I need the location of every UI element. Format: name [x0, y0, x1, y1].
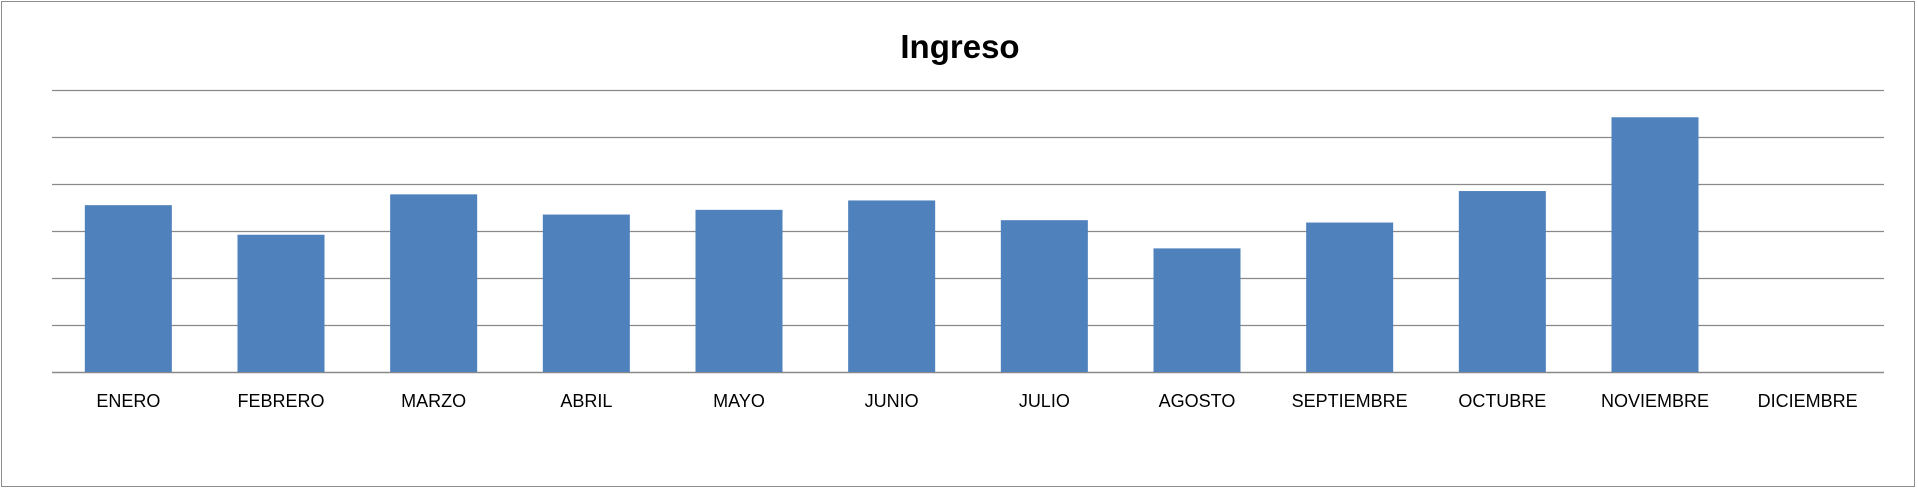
bar-mayo	[695, 209, 783, 372]
x-tick-label-enero: ENERO	[96, 391, 160, 411]
x-tick-label-abril: ABRIL	[560, 391, 612, 411]
chart-title: Ingreso	[900, 28, 1019, 65]
bar-junio	[848, 200, 936, 372]
bar-febrero	[237, 234, 325, 372]
bar-noviembre	[1611, 117, 1699, 372]
x-tick-label-julio: JULIO	[1019, 391, 1070, 411]
bar-julio	[1000, 220, 1088, 372]
x-tick-label-noviembre: NOVIEMBRE	[1601, 391, 1709, 411]
x-tick-label-mayo: MAYO	[713, 391, 765, 411]
bar-agosto	[1153, 248, 1241, 372]
bar-enero	[84, 205, 172, 372]
bar-octubre	[1458, 191, 1546, 372]
bar-abril	[542, 214, 630, 372]
bar-layer	[84, 117, 1699, 372]
x-tick-label-diciembre: DICIEMBRE	[1758, 391, 1858, 411]
x-tick-label-marzo: MARZO	[401, 391, 466, 411]
x-tick-label-febrero: FEBRERO	[237, 391, 324, 411]
grid-layer	[52, 89, 1884, 374]
x-tick-label-agosto: AGOSTO	[1159, 391, 1236, 411]
x-tick-label-octubre: OCTUBRE	[1458, 391, 1546, 411]
x-tick-label-junio: JUNIO	[865, 391, 919, 411]
x-tick-label-septiembre: SEPTIEMBRE	[1292, 391, 1408, 411]
bar-septiembre	[1306, 222, 1394, 372]
label-layer: ENERO FEBRERO MARZO ABRIL MAYO JUNIO JULIO AGOS…	[96, 391, 1857, 411]
bar-marzo	[390, 194, 478, 372]
